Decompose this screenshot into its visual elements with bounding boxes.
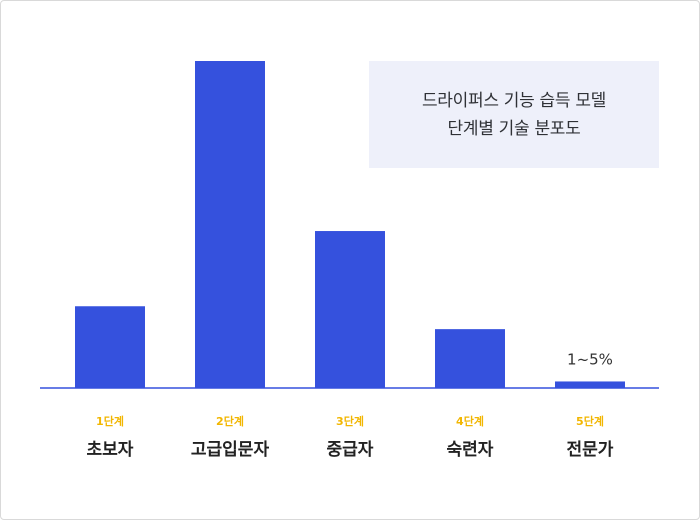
bar-4 bbox=[435, 329, 505, 388]
category-label-4: 숙련자 bbox=[447, 440, 494, 460]
category-label-1: 초보자 bbox=[87, 440, 134, 460]
category-label-5: 전문가 bbox=[567, 440, 614, 460]
data-label-5: 1~5% bbox=[567, 350, 613, 368]
category-label-2: 고급입문자 bbox=[191, 440, 270, 460]
bar-2 bbox=[195, 61, 265, 388]
bar-5 bbox=[555, 381, 625, 388]
stage-label-1: 1단계 bbox=[96, 414, 124, 428]
stage-label-2: 2단계 bbox=[216, 414, 244, 428]
bar-3 bbox=[315, 231, 385, 388]
stage-label-5: 5단계 bbox=[576, 414, 604, 428]
category-label-3: 중급자 bbox=[327, 440, 374, 460]
chart-title-line-2: 단계별 기술 분포도 bbox=[447, 118, 581, 139]
bars-group bbox=[75, 61, 625, 388]
chart-title-line-1: 드라이퍼스 기능 습득 모델 bbox=[421, 90, 607, 111]
bar-1 bbox=[75, 306, 145, 388]
chart-title-box: 드라이퍼스 기능 습득 모델 단계별 기술 분포도 bbox=[369, 61, 659, 168]
stage-label-3: 3단계 bbox=[336, 414, 364, 428]
stage-label-4: 4단계 bbox=[456, 414, 484, 428]
